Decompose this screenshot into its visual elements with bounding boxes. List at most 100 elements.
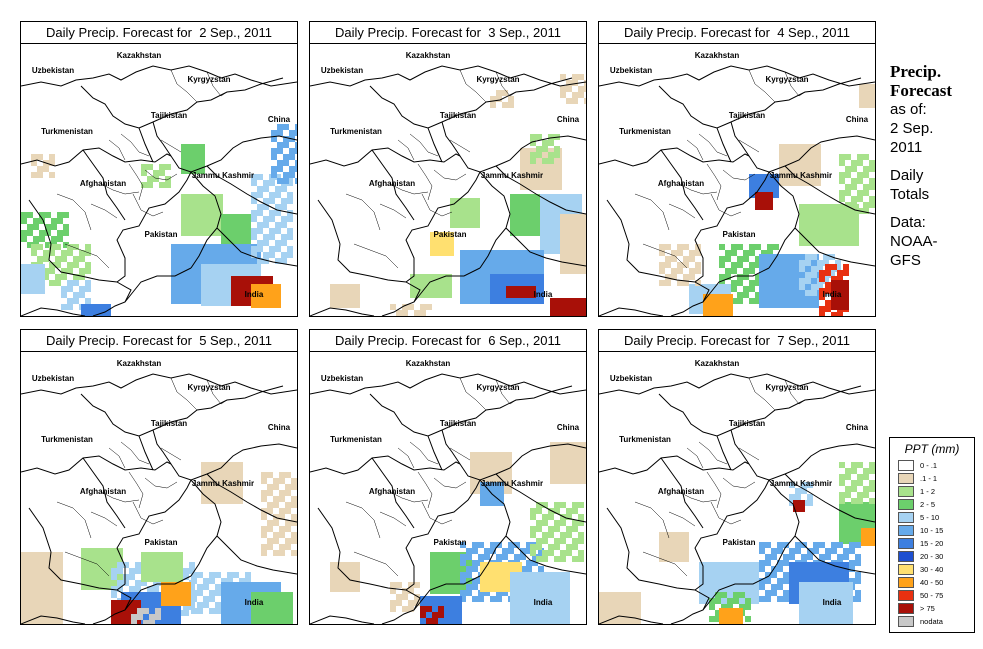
precip-cell [508,256,514,262]
precip-cell [504,568,510,574]
precip-cells [330,74,586,316]
precip-cell [283,172,289,178]
precip-cell [257,582,263,588]
precip-cell [442,558,448,564]
precip-cell [33,270,39,276]
precip-cell [39,218,45,224]
precip-cell [542,532,548,538]
precip-cell [623,598,629,604]
precip-cell [554,538,560,544]
label-pakistan: Pakistan [145,538,178,547]
precip-cell [773,192,779,198]
label-china: China [268,115,291,124]
precip-cell [135,600,141,606]
precip-cell [566,250,572,256]
precip-cell [187,200,193,206]
precip-cell [526,298,532,304]
precip-cell [263,252,269,258]
precip-cell [207,462,213,468]
precip-cell [568,304,574,310]
precip-cell [847,588,853,594]
precip-cell [765,284,771,290]
precip-cell [799,600,805,606]
precip-cell [181,150,187,156]
precip-cell [213,270,219,276]
precip-cell [683,550,689,556]
precip-cell [753,592,759,598]
precip-cell [765,590,771,596]
precip-cell [825,306,831,312]
daily-line2: Totals [890,186,930,203]
precip-cell [793,506,799,512]
precip-cell [402,310,408,316]
precip-cell [43,268,49,274]
precip-cell [759,566,765,572]
precip-cell [526,178,532,184]
precip-cell [783,254,789,260]
precip-cell [512,292,518,298]
precip-cell [540,602,546,608]
precip-cell [225,480,231,486]
precip-cell [731,608,737,614]
precip-cell [745,598,751,604]
label-kyrgyzstan: Kyrgyzstan [187,383,230,392]
precip-cell [117,554,123,560]
precip-cell [51,618,57,624]
precip-cell [466,286,472,292]
precip-cell [225,282,231,288]
precip-cell [504,562,510,568]
precip-cell [177,564,183,570]
precip-cell [572,74,578,80]
precip-cell [749,298,755,304]
precip-cell [494,464,500,470]
precip-cell [189,562,195,568]
border-line [768,479,800,577]
border-line [80,385,284,437]
precip-cell [540,206,546,212]
precip-cell [213,468,219,474]
precip-cell [466,548,472,554]
precip-cell [496,268,502,274]
precip-cell [566,526,572,532]
precip-cell [117,612,123,618]
precip-cell [538,160,544,166]
precip-cell [420,310,426,316]
precip-cell [562,478,568,484]
precip-cell [817,228,823,234]
admin-line [397,447,415,469]
label-jammu-kashmir: Jammu Kashmir [192,171,254,180]
label-afghanistan: Afghanistan [80,179,126,188]
precip-cell [572,262,578,268]
precip-cell [544,172,550,178]
precip-cell [723,598,729,604]
precip-cell [801,488,807,494]
precip-cell [496,274,502,280]
precip-cell [817,266,823,272]
precip-cell [221,588,227,594]
precip-cell [33,600,39,606]
precip-cell [466,268,472,274]
precip-cell [185,594,191,600]
precip-cell [129,574,135,580]
precip-cell [520,280,526,286]
precip-cell [747,592,753,598]
precip-cell [219,256,225,262]
precip-cell [245,214,251,220]
precip-cell [225,498,231,504]
precip-cell [771,296,777,302]
precip-cell [141,580,147,586]
precip-cell [111,618,117,624]
precip-cell [175,610,181,616]
precip-cell [231,498,237,504]
precip-cell [540,590,546,596]
precip-cell [623,604,629,610]
precip-cell [281,198,287,204]
precip-cell [111,548,117,554]
precip-cell [468,222,474,228]
precip-cell [825,288,831,294]
precip-cell [580,448,586,454]
precip-cell [237,256,243,262]
precip-cell [267,484,273,490]
precip-cell [189,268,195,274]
precip-cell [869,202,875,208]
